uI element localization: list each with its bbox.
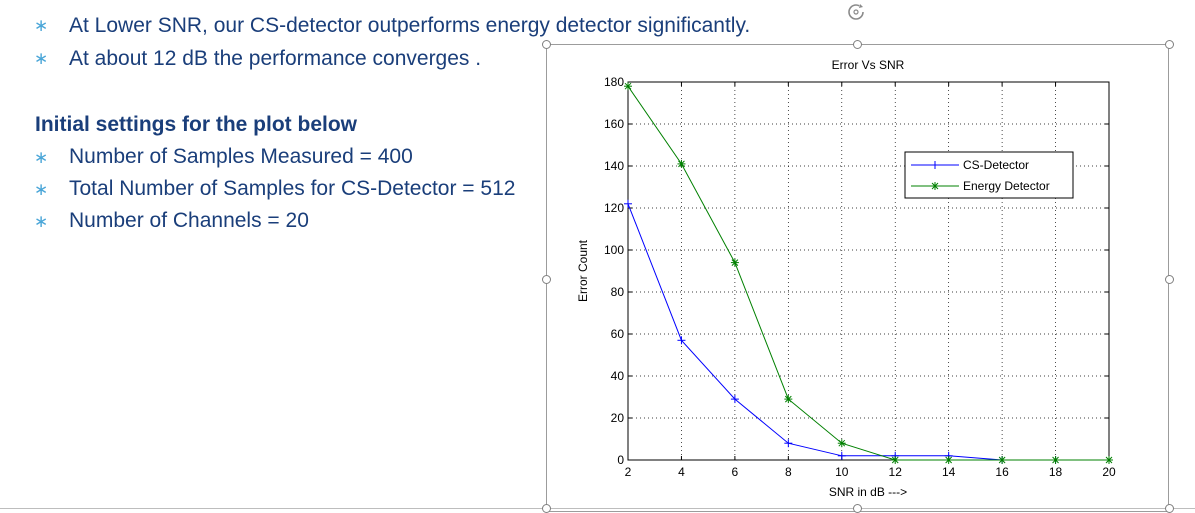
bullet-marker: ∗ <box>34 180 49 199</box>
legend-entry: CS-Detector <box>963 158 1029 172</box>
bullet-marker: ∗ <box>34 212 49 231</box>
data-point <box>1052 456 1059 464</box>
data-point <box>1105 456 1113 464</box>
data-point <box>731 259 739 266</box>
x-tick-label: 8 <box>785 465 792 479</box>
x-axis-label: SNR in dB ---> <box>829 485 907 499</box>
x-tick-label: 4 <box>678 465 685 479</box>
slide-bottom-rule <box>0 508 1195 509</box>
y-tick-label: 80 <box>611 285 625 299</box>
plot-area <box>627 81 1110 461</box>
y-tick-label: 100 <box>604 243 624 257</box>
chart-title: Error Vs SNR <box>832 58 905 72</box>
legend-marker <box>931 182 939 190</box>
y-tick-label: 160 <box>604 117 624 131</box>
resize-handle-middle-right[interactable] <box>1165 275 1174 284</box>
x-tick-label: 14 <box>942 465 956 479</box>
data-point <box>784 395 792 403</box>
x-tick-label: 20 <box>1102 465 1116 479</box>
setting-samples-measured: Number of Samples Measured = 400 <box>69 145 413 168</box>
x-tick-label: 10 <box>835 465 849 479</box>
bullet-text-outperforms: At Lower SNR, our CS-detector outperform… <box>69 14 751 37</box>
legend-box <box>904 151 1074 199</box>
bullet-marker: ∗ <box>34 148 49 167</box>
y-tick-label: 140 <box>604 159 624 173</box>
y-tick-label: 20 <box>611 411 625 425</box>
resize-handle-middle-left[interactable] <box>542 275 551 284</box>
x-tick-label: 12 <box>889 465 903 479</box>
setting-channels: Number of Channels = 20 <box>69 209 309 232</box>
data-point <box>891 456 899 464</box>
bullet-marker: ∗ <box>34 16 49 35</box>
y-tick-label: 180 <box>604 75 624 89</box>
data-point <box>838 439 846 447</box>
y-tick-label: 40 <box>611 369 625 383</box>
data-point <box>945 456 953 464</box>
series-line-energy-detector <box>627 85 1109 461</box>
resize-handle-top-left[interactable] <box>542 40 551 49</box>
y-tick-label: 120 <box>604 201 624 215</box>
x-tick-label: 18 <box>1049 465 1063 479</box>
y-tick-label: 0 <box>617 453 624 467</box>
data-point <box>678 160 685 168</box>
bullet-text-converges: At about 12 dB the performance converges… <box>69 47 482 70</box>
legend-entry: Energy Detector <box>963 179 1050 193</box>
x-tick-label: 6 <box>732 465 739 479</box>
setting-total-samples: Total Number of Samples for CS-Detector … <box>69 177 516 200</box>
x-tick-label: 16 <box>995 465 1009 479</box>
data-point <box>998 456 1006 464</box>
y-axis-label: Error Count <box>576 239 590 302</box>
x-tick-label: 2 <box>625 465 632 479</box>
resize-handle-top-right[interactable] <box>1165 40 1174 49</box>
resize-handle-top-middle[interactable] <box>853 40 862 49</box>
settings-heading: Initial settings for the plot below <box>35 113 358 136</box>
data-point <box>624 82 632 90</box>
bullet-marker: ∗ <box>34 49 49 68</box>
rotate-handle-icon[interactable] <box>845 1 867 23</box>
y-tick-label: 60 <box>611 327 625 341</box>
